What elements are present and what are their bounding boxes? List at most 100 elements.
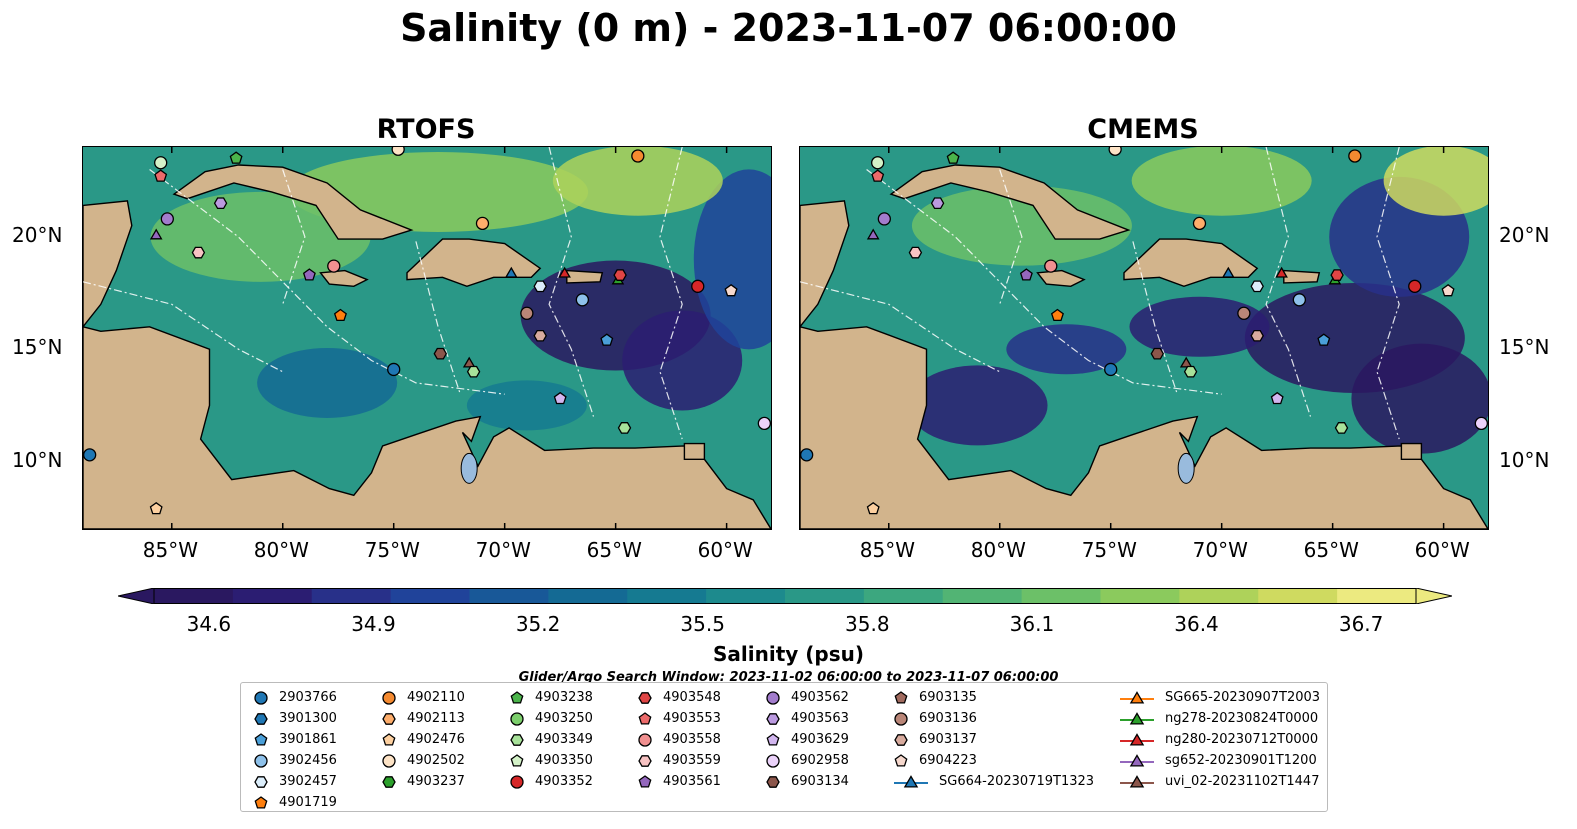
legend-item[interactable]: 4903563 bbox=[765, 708, 849, 729]
platform-marker[interactable] bbox=[433, 347, 448, 360]
platform-marker[interactable] bbox=[1237, 306, 1251, 320]
platform-marker[interactable] bbox=[302, 268, 316, 281]
legend-item[interactable]: 4903561 bbox=[637, 771, 721, 792]
platform-marker[interactable] bbox=[1334, 422, 1349, 434]
legend-triangle-icon[interactable] bbox=[1129, 753, 1145, 767]
legend-pentagon-icon[interactable] bbox=[510, 753, 524, 767]
legend-pentagon-icon[interactable] bbox=[638, 711, 652, 725]
legend-hexagon-icon[interactable] bbox=[894, 733, 908, 746]
legend-item[interactable]: 4903553 bbox=[637, 708, 721, 729]
legend-pentagon-icon[interactable] bbox=[894, 690, 908, 704]
platform-marker[interactable] bbox=[1108, 147, 1122, 156]
legend-item[interactable]: 4903238 bbox=[509, 687, 593, 708]
legend-item[interactable]: 4903558 bbox=[637, 729, 721, 750]
legend-item[interactable]: sg652-20230901T1200 bbox=[1119, 750, 1320, 771]
platform-marker[interactable] bbox=[1179, 356, 1193, 368]
legend-item[interactable]: 4903250 bbox=[509, 708, 593, 729]
platform-marker[interactable] bbox=[877, 212, 891, 226]
legend-pentagon-icon[interactable] bbox=[766, 732, 780, 746]
platform-marker[interactable] bbox=[1317, 333, 1331, 346]
legend-circle-icon[interactable] bbox=[638, 732, 652, 747]
platform-marker[interactable] bbox=[1044, 259, 1058, 273]
platform-marker[interactable] bbox=[724, 283, 738, 297]
platform-marker[interactable] bbox=[475, 216, 490, 231]
platform-marker[interactable] bbox=[1183, 365, 1198, 378]
legend-hexagon-icon[interactable] bbox=[254, 775, 268, 788]
platform-marker[interactable] bbox=[1408, 279, 1422, 293]
legend-hexagon-icon[interactable] bbox=[766, 775, 780, 788]
platform-marker[interactable] bbox=[1441, 283, 1455, 297]
platform-marker[interactable] bbox=[1330, 269, 1344, 281]
legend-item[interactable]: 6903136 bbox=[893, 708, 1094, 729]
legend-item[interactable]: 4903562 bbox=[765, 687, 849, 708]
legend-hexagon-icon[interactable] bbox=[382, 775, 396, 788]
map-panel-cmems[interactable] bbox=[799, 146, 1489, 530]
platform-marker[interactable] bbox=[391, 147, 405, 156]
legend-item[interactable]: 4901719 bbox=[253, 792, 337, 813]
platform-marker[interactable] bbox=[866, 228, 880, 240]
legend-circle-icon[interactable] bbox=[894, 711, 908, 726]
platform-marker[interactable] bbox=[83, 448, 97, 462]
platform-marker[interactable] bbox=[757, 416, 771, 431]
legend-item[interactable]: 6903137 bbox=[893, 729, 1094, 750]
platform-marker[interactable] bbox=[154, 156, 168, 170]
legend-hexagon-icon[interactable] bbox=[510, 733, 524, 746]
platform-marker[interactable] bbox=[1250, 329, 1264, 342]
legend-triangle-icon[interactable] bbox=[1129, 774, 1145, 788]
platform-marker[interactable] bbox=[866, 501, 880, 515]
legend-item[interactable]: 6903134 bbox=[765, 771, 849, 792]
legend-circle-icon[interactable] bbox=[254, 753, 268, 768]
legend-item[interactable]: 4902502 bbox=[381, 750, 465, 771]
platform-marker[interactable] bbox=[1050, 308, 1064, 322]
legend-item[interactable]: 4903237 bbox=[381, 771, 465, 792]
legend-item[interactable]: 4903548 bbox=[637, 687, 721, 708]
legend-circle-icon[interactable] bbox=[510, 711, 524, 726]
legend-circle-icon[interactable] bbox=[766, 690, 780, 705]
platform-marker[interactable] bbox=[387, 362, 401, 377]
legend-pentagon-icon[interactable] bbox=[254, 795, 268, 809]
legend-item[interactable]: SG665-20230907T2003 bbox=[1119, 687, 1320, 708]
platform-marker[interactable] bbox=[504, 266, 518, 278]
legend-item[interactable]: 4903350 bbox=[509, 750, 593, 771]
legend-pentagon-icon[interactable] bbox=[638, 774, 652, 788]
platform-marker[interactable] bbox=[1104, 362, 1118, 377]
legend-item[interactable]: uvi_02-20231102T1447 bbox=[1119, 771, 1320, 792]
legend-pentagon-icon[interactable] bbox=[382, 732, 396, 746]
platform-marker[interactable] bbox=[553, 391, 567, 405]
legend-circle-icon[interactable] bbox=[382, 753, 396, 768]
legend-item[interactable]: ng280-20230712T0000 bbox=[1119, 729, 1320, 750]
platform-marker[interactable] bbox=[1270, 391, 1284, 405]
platform-marker[interactable] bbox=[462, 356, 476, 368]
platform-marker[interactable] bbox=[520, 306, 534, 320]
platform-marker[interactable] bbox=[213, 197, 228, 210]
platform-marker[interactable] bbox=[946, 151, 960, 164]
legend-pentagon-icon[interactable] bbox=[510, 690, 524, 704]
platform-marker[interactable] bbox=[1192, 216, 1207, 231]
platform-marker[interactable] bbox=[1292, 293, 1307, 307]
legend-hexagon-icon[interactable] bbox=[638, 691, 652, 704]
platform-marker[interactable] bbox=[1019, 268, 1033, 281]
legend-item[interactable]: 6903135 bbox=[893, 687, 1094, 708]
platform-marker[interactable] bbox=[800, 448, 814, 462]
platform-marker[interactable] bbox=[558, 266, 571, 278]
platform-marker[interactable] bbox=[229, 151, 243, 164]
platform-marker[interactable] bbox=[1348, 149, 1362, 163]
legend-circle-icon[interactable] bbox=[510, 774, 524, 789]
platform-marker[interactable] bbox=[691, 279, 705, 293]
legend-item[interactable]: 3902457 bbox=[253, 771, 337, 792]
legend-item[interactable]: 4902110 bbox=[381, 687, 465, 708]
legend-item[interactable]: 4902476 bbox=[381, 729, 465, 750]
legend-hexagon-icon[interactable] bbox=[382, 712, 396, 725]
legend-pentagon-icon[interactable] bbox=[254, 732, 268, 746]
platform-marker[interactable] bbox=[327, 259, 341, 273]
legend-hexagon-icon[interactable] bbox=[638, 754, 652, 767]
platform-marker[interactable] bbox=[930, 197, 945, 210]
platform-marker[interactable] bbox=[600, 333, 614, 346]
legend-circle-icon[interactable] bbox=[766, 753, 780, 768]
legend-item[interactable]: 4903629 bbox=[765, 729, 849, 750]
legend-item[interactable]: 3901300 bbox=[253, 708, 337, 729]
platform-marker[interactable] bbox=[1275, 266, 1288, 278]
map-panel-rtofs[interactable] bbox=[82, 146, 772, 530]
platform-marker[interactable] bbox=[908, 246, 923, 259]
legend-circle-icon[interactable] bbox=[382, 690, 396, 705]
